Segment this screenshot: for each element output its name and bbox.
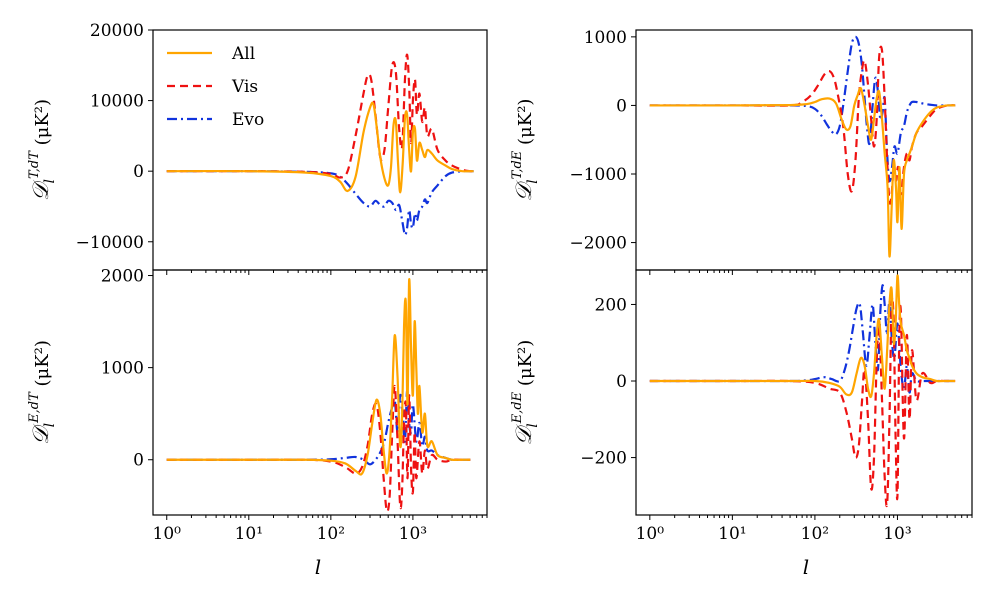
x-tick-label: 10³ bbox=[883, 524, 911, 544]
x-tick-label: 10¹ bbox=[718, 524, 746, 544]
y-axis-label-bottom-left: 𝒟lE,dT (μK²) bbox=[27, 340, 58, 445]
legend: All Vis Evo bbox=[167, 44, 264, 130]
x-axis-label-right: l bbox=[803, 555, 809, 579]
y-tick-label: 0 bbox=[616, 96, 627, 116]
axes-frame-bottom-left bbox=[152, 269, 488, 516]
panel-top-left: −10000 0 10000 20000 𝒟lT,dT (μK²) bbox=[27, 21, 488, 275]
series-vis-line-bottom-right bbox=[649, 296, 956, 507]
y-tick-label: 20000 bbox=[90, 21, 144, 41]
y-tick-label: −2000 bbox=[569, 234, 627, 254]
y-axis-label-top-left: 𝒟lT,dT (μK²) bbox=[27, 99, 58, 201]
y-tick-label: −10000 bbox=[76, 233, 144, 253]
y-tick-label: −200 bbox=[580, 449, 627, 469]
panel-bottom-right: −200 0 200 10⁰ 10¹ 10² 10³ 𝒟lE,dE (μK²) bbox=[510, 269, 973, 544]
panel-bottom-left: 0 1000 2000 10⁰ 10¹ 10² 10³ 𝒟lE,dT (μK²) bbox=[27, 267, 488, 544]
y-tick-label: 200 bbox=[595, 295, 627, 315]
x-tick-label: 10¹ bbox=[235, 524, 263, 544]
x-tick-label: 10² bbox=[317, 524, 345, 544]
series-evo-line-top-right bbox=[649, 35, 956, 183]
series-vis-line-top-left bbox=[166, 53, 474, 179]
series-all-line-bottom-left bbox=[166, 278, 471, 476]
y-tick-label: 0 bbox=[616, 372, 627, 392]
series-evo-line-bottom-right bbox=[649, 284, 956, 394]
axes-frame-bottom-right bbox=[635, 269, 973, 516]
y-axis-label-top-right: 𝒟lT,dE (μK²) bbox=[510, 99, 541, 202]
series-all-line-bottom-right bbox=[649, 274, 956, 399]
y-axis-label-bottom-right: 𝒟lE,dE (μK²) bbox=[510, 340, 541, 446]
series-evo-line-top-left bbox=[166, 169, 474, 237]
legend-label-vis: Vis bbox=[231, 77, 258, 97]
series-vis-line-bottom-left bbox=[166, 384, 471, 513]
y-tick-label: −1000 bbox=[569, 165, 627, 185]
x-tick-label: 10⁰ bbox=[636, 524, 665, 544]
y-tick-label: 10000 bbox=[90, 92, 144, 112]
x-axis-label-left: l bbox=[315, 555, 321, 579]
x-tick-label: 10⁰ bbox=[153, 524, 182, 544]
series-all-line-top-left bbox=[166, 101, 474, 194]
y-tick-label: 1000 bbox=[584, 28, 627, 48]
panel-top-right: −2000 −1000 0 1000 𝒟lT,dE (μK²) bbox=[510, 28, 973, 275]
legend-label-all: All bbox=[231, 44, 255, 64]
legend-label-evo: Evo bbox=[232, 110, 264, 130]
y-tick-label: 0 bbox=[133, 162, 144, 182]
series-vis-line-top-right bbox=[649, 45, 956, 205]
series-all-line-top-right bbox=[649, 86, 956, 258]
x-tick-label: 10² bbox=[801, 524, 829, 544]
axes-frame-top-right bbox=[635, 29, 973, 271]
x-tick-label: 10³ bbox=[399, 524, 427, 544]
y-tick-label: 2000 bbox=[101, 267, 144, 287]
y-tick-label: 1000 bbox=[101, 359, 144, 379]
y-tick-label: 0 bbox=[133, 451, 144, 471]
